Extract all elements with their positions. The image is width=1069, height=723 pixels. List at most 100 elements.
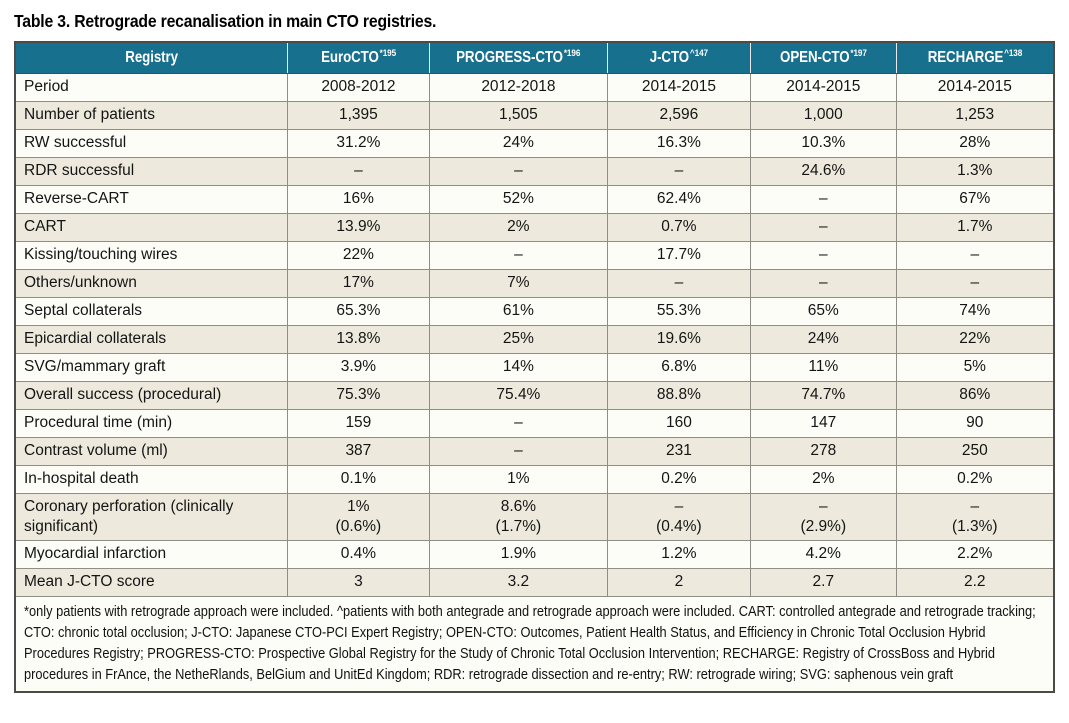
cell-value: 147 xyxy=(750,408,897,438)
footnote-cell: *only patients with retrograde approach … xyxy=(14,595,1055,693)
table-row: Kissing/touching wires 22% –17.7% – – xyxy=(14,240,1055,270)
column-header-open-cto: OPEN-CTO*197 xyxy=(750,42,897,74)
table-head: Registry EuroCTO*195 PROGRESS-CTO*196 J-CTO… xyxy=(15,42,1055,74)
table-title: Table 3. Retrograde recanalisation in ma… xyxy=(14,11,1055,32)
cell-value: 2008-2012 xyxy=(286,72,431,102)
cell-value: 0.7% xyxy=(606,212,752,242)
cell-value: – xyxy=(429,240,608,270)
table-row: Epicardial collaterals 13.8% 25% 19.6% 24% 22… xyxy=(14,324,1055,354)
cell-value: 2014-2015 xyxy=(750,72,897,102)
table-row: Others/unknown 17% 7% – – – xyxy=(14,268,1055,298)
column-header-inner: EuroCTO*195 xyxy=(321,48,396,67)
cell-value: 74% xyxy=(895,296,1055,326)
reference-superscript: *195 xyxy=(379,48,396,60)
cell-value: 88.8% xyxy=(606,380,752,410)
cell-value: 61% xyxy=(429,296,608,326)
header-row: Registry EuroCTO*195 PROGRESS-CTO*196 J-CTO… xyxy=(15,42,1055,74)
cell-value: 1.3% xyxy=(895,156,1055,186)
reference-superscript: ^138 xyxy=(1003,48,1023,60)
table-row: Contrast volume (ml) 387–231 278 250 xyxy=(14,436,1055,466)
cell-value: – xyxy=(895,268,1055,298)
row-label: Reverse-CART xyxy=(14,184,288,214)
row-label: Myocardial infarction xyxy=(14,539,288,569)
column-header-registry-label: Registry xyxy=(125,48,178,66)
cell-value: 75.3% xyxy=(286,380,431,410)
cell-value: 3.2 xyxy=(429,567,608,597)
cell-value: 1,395 xyxy=(286,100,431,130)
cell-value: 2014-2015 xyxy=(895,72,1055,102)
cell-value: 2,596 xyxy=(606,100,752,130)
row-label: Kissing/touching wires xyxy=(14,240,288,270)
cell-value: 67% xyxy=(895,184,1055,214)
cell-value: 90 xyxy=(895,408,1055,438)
column-header-registry: Registry xyxy=(15,42,288,74)
table-row: Myocardial infarction 0.4% 1.9% 1.2% 4.2% 2.2… xyxy=(14,539,1055,569)
cell-value: – xyxy=(429,408,608,438)
row-label: Contrast volume (ml) xyxy=(14,436,288,466)
column-header-progress-cto: PROGRESS-CTO*196 xyxy=(429,42,608,74)
row-label: Overall success (procedural) xyxy=(14,380,288,410)
cell-value: 231 xyxy=(606,436,752,466)
cell-value: 8.6% (1.7%) xyxy=(429,492,608,541)
cell-value: – (1.3%) xyxy=(895,492,1055,541)
row-label: SVG/mammary graft xyxy=(14,352,288,382)
row-label: Mean J-CTO score xyxy=(14,567,288,597)
cell-value: – (2.9%) xyxy=(750,492,897,541)
cell-value: 24% xyxy=(750,324,897,354)
registry-name: J-CTO xyxy=(649,49,690,67)
cell-value: 0.4% xyxy=(286,539,431,569)
reference-superscript: ^147 xyxy=(689,48,709,60)
cell-value: 28% xyxy=(895,128,1055,158)
cell-value: 24% xyxy=(429,128,608,158)
table-row: RW successful 31.2% 24% 16.3% 10.3% 28% xyxy=(14,128,1055,158)
cell-value: 10.3% xyxy=(750,128,897,158)
cell-value: 19.6% xyxy=(606,324,752,354)
cell-value: – xyxy=(895,240,1055,270)
cell-value: – xyxy=(750,240,897,270)
cell-value: 2 xyxy=(606,567,752,597)
table-row: Procedural time (min) 159–160 147 90 xyxy=(14,408,1055,438)
column-header-inner: J-CTO^147 xyxy=(650,48,708,67)
table-row: Coronary perforation (clinically signifi… xyxy=(14,492,1055,541)
footnote-row: *only patients with retrograde approach … xyxy=(14,595,1055,693)
cell-value: 0.2% xyxy=(606,464,752,494)
reference-superscript: *196 xyxy=(563,48,581,60)
table-body: Period 2008-2012 2012-2018 2014-2015 2014-20… xyxy=(14,72,1055,693)
cell-value: 2014-2015 xyxy=(606,72,752,102)
row-label: Procedural time (min) xyxy=(14,408,288,438)
cell-value: 16.3% xyxy=(606,128,752,158)
registry-name: EuroCTO xyxy=(320,49,379,67)
cell-value: 159 xyxy=(286,408,431,438)
table-row: RDR successful – – –24.6% 1.3% xyxy=(14,156,1055,186)
cell-value: 278 xyxy=(750,436,897,466)
table-row: Period 2008-2012 2012-2018 2014-2015 2014-20… xyxy=(14,72,1055,102)
cell-value: 2012-2018 xyxy=(429,72,608,102)
cell-value: 387 xyxy=(286,436,431,466)
cell-value: 13.9% xyxy=(286,212,431,242)
table-row: Number of patients 1,395 1,505 2,596 1,000 1,… xyxy=(14,100,1055,130)
cell-value: 31.2% xyxy=(286,128,431,158)
row-label: Period xyxy=(14,72,288,102)
cell-value: 22% xyxy=(286,240,431,270)
reference-superscript: *197 xyxy=(850,48,867,60)
registries-table: Registry EuroCTO*195 PROGRESS-CTO*196 J-CTO… xyxy=(14,41,1055,694)
cell-value: 1,253 xyxy=(895,100,1055,130)
table-row: Septal collaterals 65.3% 61% 55.3% 65% 74% xyxy=(14,296,1055,326)
table-row: Reverse-CART 16% 52% 62.4% –67% xyxy=(14,184,1055,214)
cell-value: 65% xyxy=(750,296,897,326)
cell-value: 7% xyxy=(429,268,608,298)
cell-value: 3 xyxy=(286,567,431,597)
cell-value: – xyxy=(606,156,752,186)
cell-value: 1% xyxy=(429,464,608,494)
registry-name: OPEN-CTO xyxy=(779,49,850,67)
cell-value: 2% xyxy=(429,212,608,242)
cell-value: – xyxy=(750,268,897,298)
registry-name: RECHARGE xyxy=(927,49,1004,67)
cell-value: 11% xyxy=(750,352,897,382)
cell-value: – xyxy=(429,156,608,186)
cell-value: – xyxy=(750,184,897,214)
cell-value: 2% xyxy=(750,464,897,494)
table-row: Mean J-CTO score 3 3.2 2 2.7 2.2 xyxy=(14,567,1055,597)
cell-value: 1,505 xyxy=(429,100,608,130)
row-label: In-hospital death xyxy=(14,464,288,494)
